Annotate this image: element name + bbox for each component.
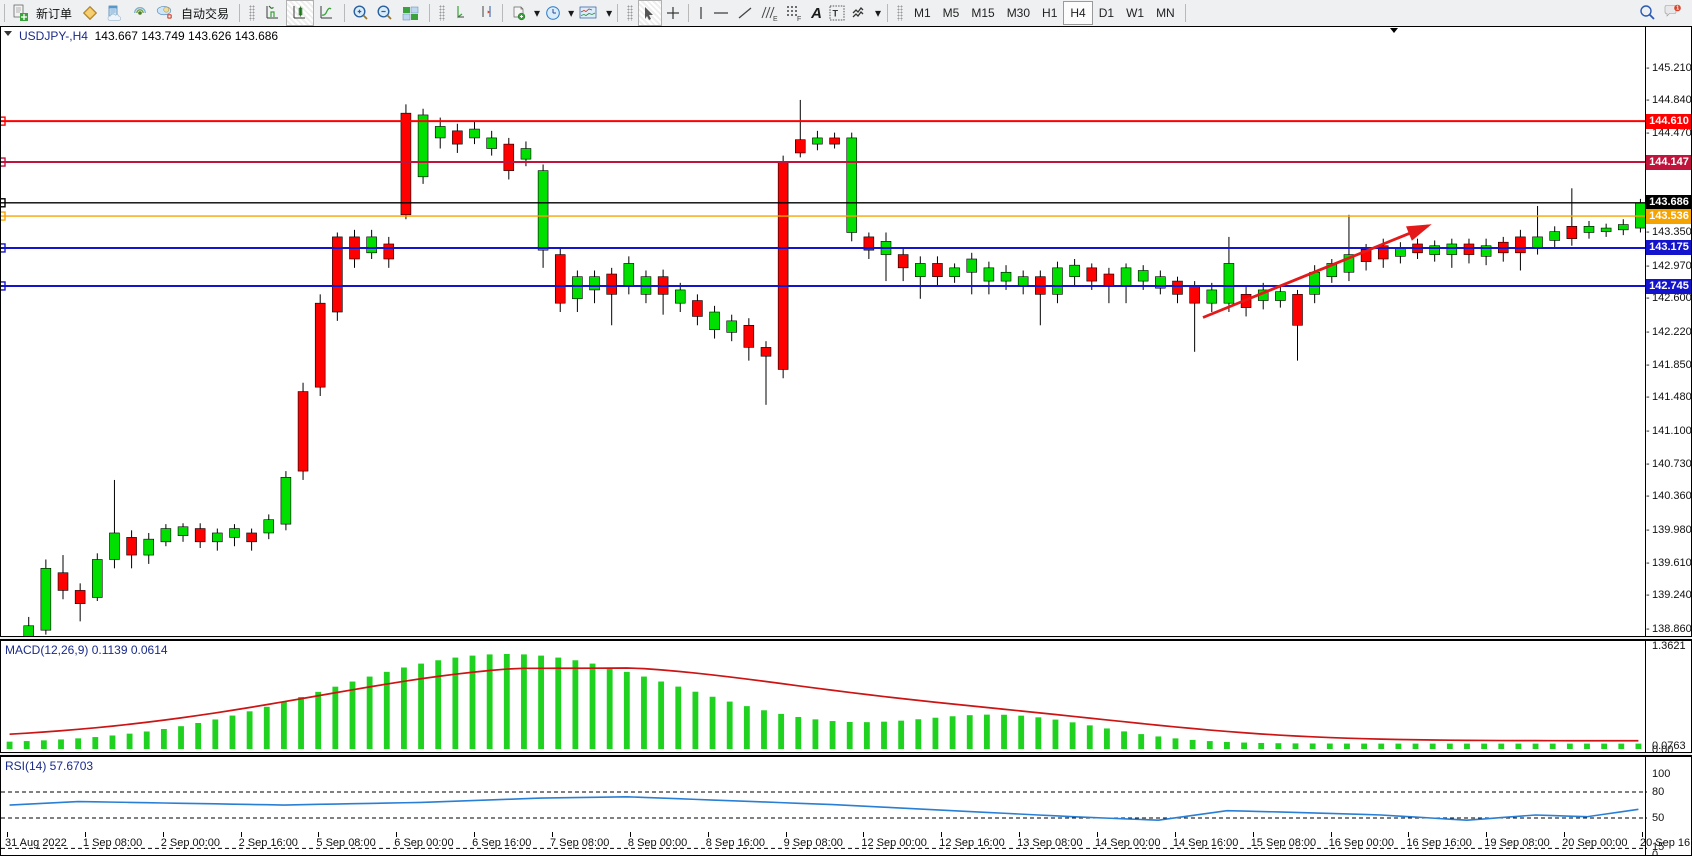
svg-text:F: F (797, 16, 801, 21)
svg-text:E: E (773, 16, 778, 21)
svg-text:1: 1 (1676, 6, 1679, 12)
svg-text:T: T (832, 9, 838, 19)
